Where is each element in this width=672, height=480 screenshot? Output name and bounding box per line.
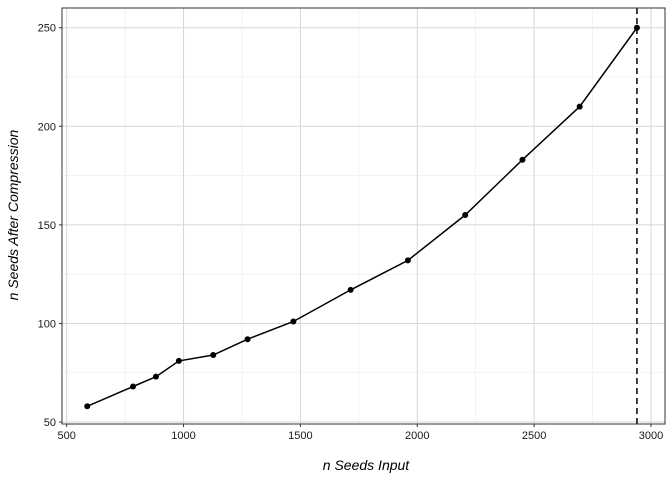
data-point xyxy=(347,286,354,293)
panel-border xyxy=(61,7,666,425)
y-tick-label: 250 xyxy=(38,23,56,35)
y-tick-label: 100 xyxy=(38,318,56,330)
x-tick-label: 1000 xyxy=(171,430,195,442)
x-tick-label: 1500 xyxy=(288,430,312,442)
x-tick-label: 2500 xyxy=(522,430,546,442)
y-tick-labels: 50 100 150 200 250 xyxy=(38,23,56,429)
x-tick-label: 500 xyxy=(57,430,75,442)
data-point xyxy=(84,403,91,410)
data-point xyxy=(210,351,217,358)
y-tick-label: 150 xyxy=(38,220,56,232)
points-layer xyxy=(84,24,640,410)
data-point xyxy=(290,318,297,325)
x-tick-label: 2000 xyxy=(405,430,429,442)
data-point xyxy=(576,103,583,110)
data-point xyxy=(244,336,251,343)
x-tick-label: 3000 xyxy=(639,430,663,442)
data-point xyxy=(130,383,137,390)
y-axis-title: n Seeds After Compression xyxy=(5,129,21,300)
data-point xyxy=(519,156,526,163)
data-point xyxy=(404,257,411,264)
x-axis-title: n Seeds Input xyxy=(323,457,411,473)
data-point xyxy=(175,357,182,364)
data-point xyxy=(152,373,159,380)
x-tick-labels: 500 1000 1500 2000 2500 3000 xyxy=(57,430,663,442)
data-point xyxy=(633,24,640,31)
data-point xyxy=(462,212,469,219)
y-tick-label: 200 xyxy=(38,121,56,133)
axis-ticks xyxy=(59,27,652,427)
y-tick-label: 50 xyxy=(44,417,56,429)
